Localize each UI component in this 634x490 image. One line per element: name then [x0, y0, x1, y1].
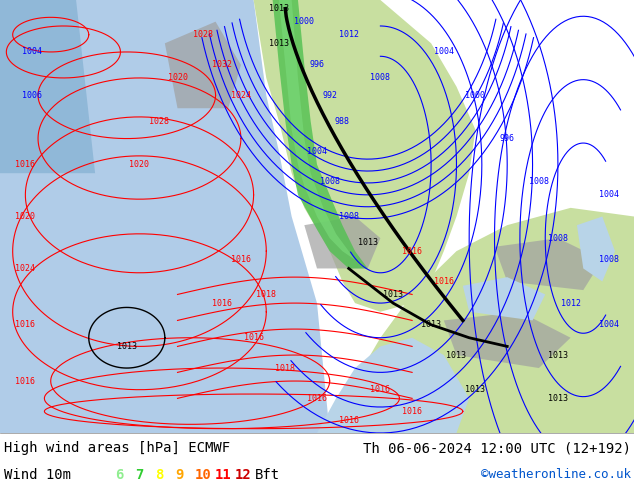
Text: 1008: 1008 — [529, 177, 549, 186]
Polygon shape — [279, 0, 355, 260]
Polygon shape — [304, 217, 380, 269]
Text: 1008: 1008 — [320, 177, 340, 186]
Text: 11: 11 — [215, 467, 232, 482]
Text: 6: 6 — [115, 467, 124, 482]
Text: 1004: 1004 — [307, 147, 327, 156]
Text: 1018: 1018 — [275, 364, 295, 372]
Text: 1024: 1024 — [231, 91, 251, 100]
Text: 1032: 1032 — [212, 60, 232, 70]
Text: 1016: 1016 — [212, 298, 232, 308]
Text: 1013: 1013 — [548, 394, 568, 403]
Polygon shape — [342, 208, 634, 433]
Polygon shape — [165, 22, 241, 108]
Text: 1020: 1020 — [15, 212, 36, 221]
Text: 1000: 1000 — [465, 91, 486, 100]
Text: 1008: 1008 — [339, 212, 359, 221]
Text: 1024: 1024 — [15, 264, 36, 273]
Text: 996: 996 — [500, 134, 515, 143]
Text: 1016: 1016 — [307, 394, 327, 403]
Text: Bft: Bft — [255, 467, 280, 482]
Text: 1008: 1008 — [370, 74, 391, 82]
Polygon shape — [463, 277, 545, 320]
Text: 1004: 1004 — [434, 48, 454, 56]
Text: 7: 7 — [135, 467, 143, 482]
Text: 1013: 1013 — [446, 350, 467, 360]
Text: High wind areas [hPa] ECMWF: High wind areas [hPa] ECMWF — [4, 441, 230, 455]
Text: ©weatheronline.co.uk: ©weatheronline.co.uk — [481, 468, 631, 481]
Text: 1016: 1016 — [402, 246, 422, 256]
Polygon shape — [0, 0, 95, 173]
Text: Th 06-06-2024 12:00 UTC (12+192): Th 06-06-2024 12:00 UTC (12+192) — [363, 441, 631, 455]
Polygon shape — [317, 338, 469, 433]
Text: 1020: 1020 — [167, 74, 188, 82]
Text: 1004: 1004 — [22, 48, 42, 56]
Text: 1028: 1028 — [148, 117, 169, 126]
Text: 1008: 1008 — [548, 234, 568, 243]
Polygon shape — [495, 238, 602, 290]
Text: 1016: 1016 — [339, 416, 359, 424]
Text: 1020: 1020 — [129, 160, 150, 169]
Text: 1013: 1013 — [358, 238, 378, 247]
Text: 1016: 1016 — [402, 407, 422, 416]
Text: 8: 8 — [155, 467, 164, 482]
Polygon shape — [0, 0, 330, 433]
Text: 1012: 1012 — [560, 298, 581, 308]
Text: 9: 9 — [175, 467, 183, 482]
Polygon shape — [577, 217, 615, 281]
Text: 1013: 1013 — [117, 342, 137, 351]
Text: 1006: 1006 — [22, 91, 42, 100]
Text: 1028: 1028 — [193, 30, 213, 39]
Text: 992: 992 — [322, 91, 337, 100]
Text: 1000: 1000 — [294, 17, 314, 26]
Text: 1004: 1004 — [598, 190, 619, 199]
Text: 1016: 1016 — [243, 333, 264, 342]
Text: 1013: 1013 — [269, 39, 289, 48]
Text: 996: 996 — [309, 60, 325, 70]
Text: 1018: 1018 — [256, 290, 276, 299]
Text: Wind 10m: Wind 10m — [4, 467, 71, 482]
Text: 1013: 1013 — [465, 385, 486, 394]
Text: 1016: 1016 — [434, 277, 454, 286]
Text: 1016: 1016 — [370, 385, 391, 394]
Polygon shape — [254, 0, 476, 312]
Polygon shape — [273, 0, 368, 269]
Text: 1016: 1016 — [15, 160, 36, 169]
Text: 1004: 1004 — [598, 320, 619, 329]
Text: 1013: 1013 — [383, 290, 403, 299]
Text: 1012: 1012 — [339, 30, 359, 39]
Text: 1016: 1016 — [15, 376, 36, 386]
Text: 10: 10 — [195, 467, 212, 482]
Polygon shape — [444, 312, 571, 368]
Text: 1013: 1013 — [548, 350, 568, 360]
Text: 988: 988 — [335, 117, 350, 126]
Text: 1013: 1013 — [421, 320, 441, 329]
Text: 12: 12 — [235, 467, 252, 482]
Text: 1013: 1013 — [269, 4, 289, 13]
Text: 1008: 1008 — [598, 255, 619, 264]
Text: 1016: 1016 — [15, 320, 36, 329]
Text: 1016: 1016 — [231, 255, 251, 264]
